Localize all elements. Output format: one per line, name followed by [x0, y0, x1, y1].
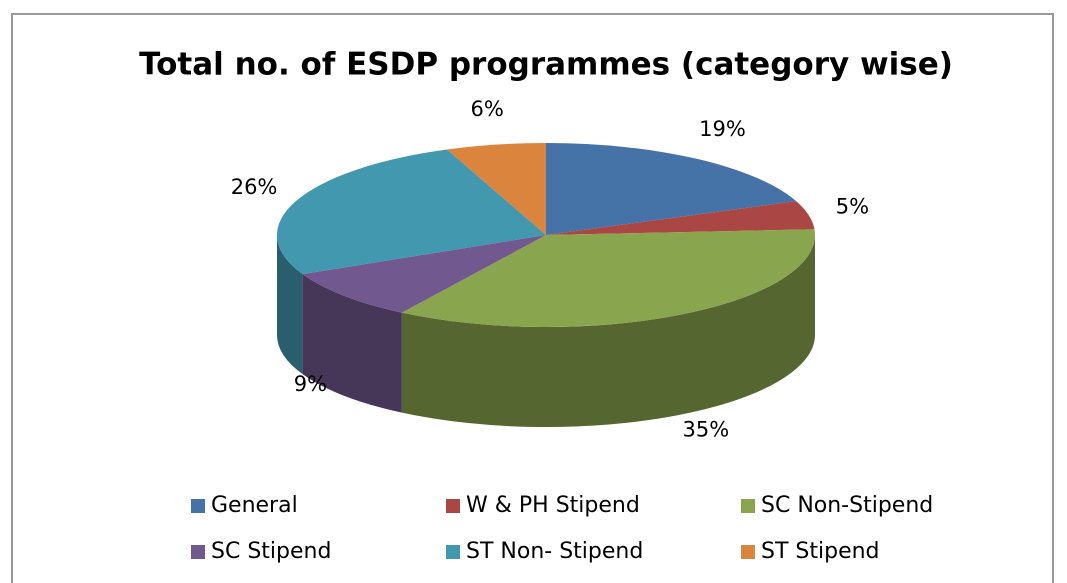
legend-swatch — [446, 499, 460, 513]
slice-side — [401, 235, 816, 427]
legend-label: ST Stipend — [761, 539, 880, 564]
legend-label: W & PH Stipend — [466, 493, 640, 518]
slice-side — [277, 235, 303, 375]
legend-swatch — [191, 499, 205, 513]
slice — [546, 143, 797, 235]
chart-frame — [11, 13, 1054, 583]
data-label: 5% — [836, 194, 869, 218]
data-label: 26% — [231, 175, 278, 199]
slice — [277, 149, 546, 275]
legend-label: SC Stipend — [211, 539, 331, 564]
slice-side — [302, 274, 402, 413]
legend-swatch — [446, 545, 460, 559]
slice — [401, 229, 815, 327]
slice — [302, 235, 546, 313]
data-label: 6% — [470, 97, 503, 121]
chart-title: Total no. of ESDP programmes (category w… — [139, 47, 953, 83]
legend-label: SC Non-Stipend — [761, 493, 933, 518]
data-label: 35% — [682, 417, 729, 441]
legend-swatch — [741, 499, 755, 513]
legend-swatch — [191, 545, 205, 559]
legend-label: General — [211, 493, 298, 518]
legend-label: ST Non- Stipend — [466, 539, 643, 564]
legend-swatch — [741, 545, 755, 559]
slice — [546, 201, 815, 235]
slice — [446, 143, 546, 235]
data-label: 9% — [294, 372, 327, 396]
data-label: 19% — [699, 117, 746, 141]
